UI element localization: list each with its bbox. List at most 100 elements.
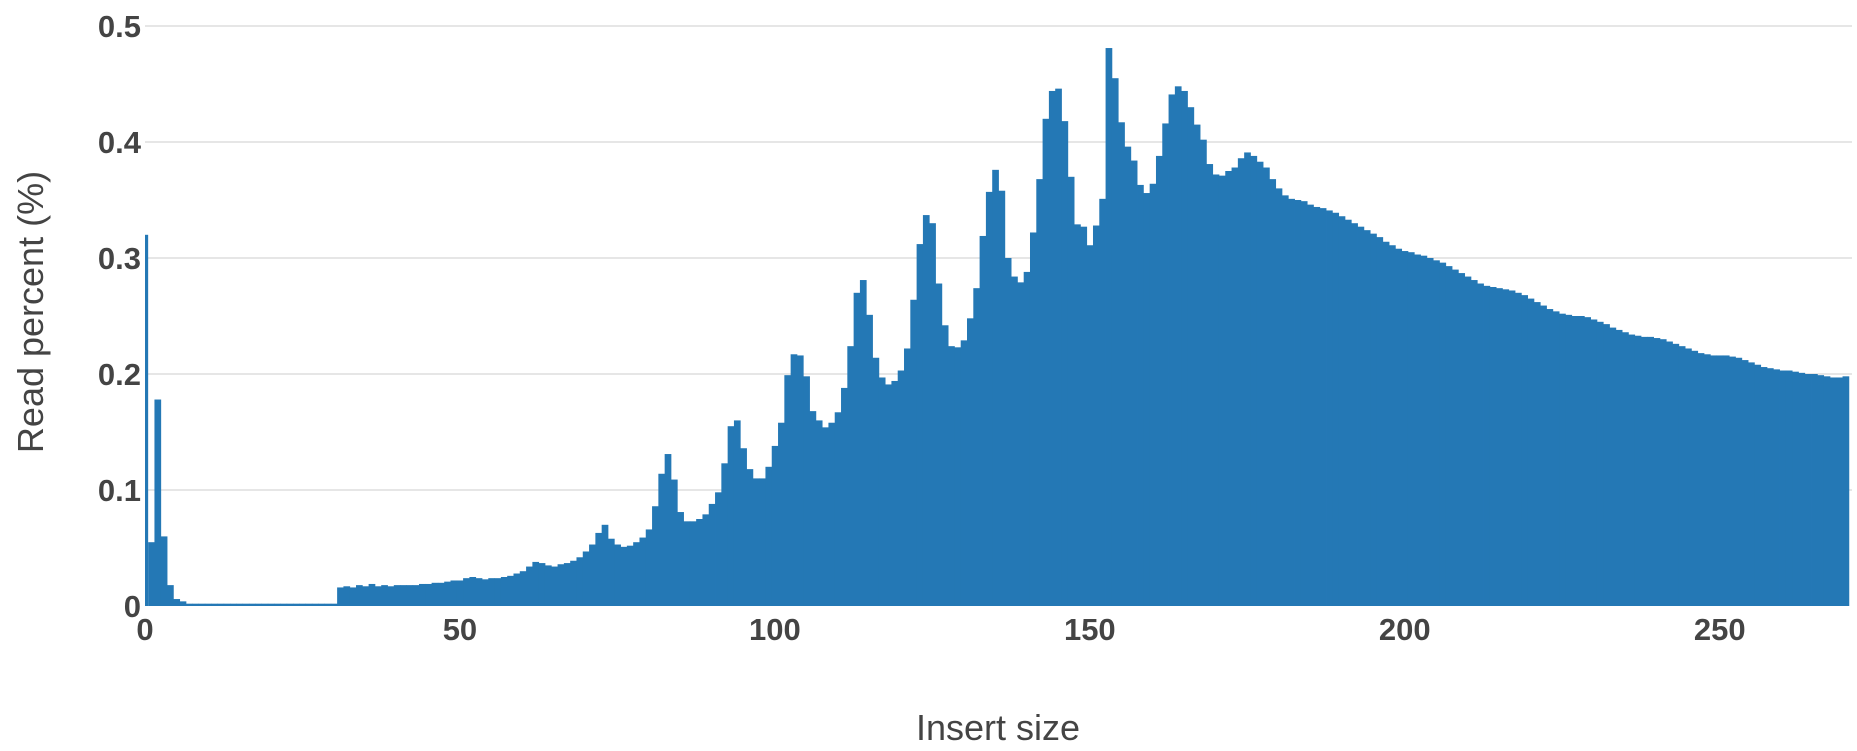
bar (815, 420, 823, 606)
bar (1823, 376, 1831, 606)
bar (639, 537, 647, 606)
bar (828, 422, 836, 606)
y-tick-label: 0 (124, 589, 141, 624)
bar (973, 288, 981, 606)
bar (217, 603, 225, 606)
bar (740, 448, 747, 606)
bar (1237, 158, 1245, 607)
bar (1275, 188, 1283, 606)
bar (425, 583, 432, 606)
y-tick-label: 0.2 (98, 357, 141, 392)
bar (1703, 354, 1711, 606)
bar (1023, 271, 1031, 606)
bar (979, 235, 987, 606)
bar (689, 521, 697, 606)
bar (1256, 161, 1264, 606)
bar (1666, 341, 1673, 606)
bar (412, 585, 420, 606)
bar (859, 280, 867, 606)
bar (582, 551, 590, 606)
bar (368, 583, 376, 606)
bar (1414, 254, 1421, 606)
bar (1615, 329, 1623, 606)
bar (1439, 262, 1447, 606)
bar (1785, 370, 1793, 606)
bar (1653, 338, 1661, 606)
bar (311, 603, 319, 606)
bar (274, 603, 281, 606)
bar (1804, 374, 1812, 606)
bar (1407, 252, 1415, 606)
bar (1622, 332, 1629, 606)
bar (1533, 302, 1541, 606)
bar (198, 603, 206, 606)
bar (1281, 195, 1289, 607)
bar (185, 603, 193, 606)
bar (1634, 335, 1642, 606)
bar (985, 191, 993, 606)
bar (1540, 305, 1547, 606)
bar (1716, 355, 1724, 606)
bar (664, 454, 672, 606)
bar (1571, 316, 1579, 606)
bar (803, 376, 810, 606)
bar (507, 575, 514, 606)
bar (771, 445, 779, 606)
bar (1017, 282, 1025, 606)
bar (374, 586, 382, 606)
bar (1067, 176, 1075, 607)
bar (1527, 298, 1535, 606)
bar (1338, 216, 1346, 607)
bar (488, 578, 495, 606)
bar (1659, 339, 1667, 606)
bar (349, 587, 357, 606)
bar (658, 473, 666, 606)
bar (1269, 179, 1277, 606)
x-tick-label: 150 (1064, 612, 1116, 647)
bar (809, 411, 817, 606)
bar (299, 603, 307, 606)
bar (204, 603, 212, 606)
bar (677, 512, 684, 606)
bar (362, 586, 370, 606)
bar (1609, 327, 1617, 606)
bar (1710, 355, 1717, 606)
bar (305, 603, 313, 606)
bar (796, 355, 804, 606)
bar (1099, 198, 1106, 606)
bar (872, 357, 880, 606)
bar (1603, 324, 1610, 606)
bar (576, 557, 584, 606)
bar (1086, 245, 1094, 607)
bar (708, 503, 716, 606)
bar (1401, 251, 1409, 607)
bar (324, 603, 332, 606)
x-tick-label: 50 (443, 612, 477, 647)
bar (601, 524, 609, 606)
bar (904, 348, 911, 606)
bar (1332, 212, 1340, 606)
bar (1036, 179, 1043, 606)
bar (822, 427, 829, 606)
bar (1168, 94, 1176, 606)
bar (475, 578, 483, 606)
bar (765, 466, 773, 606)
bar (752, 478, 760, 606)
bar (1766, 368, 1774, 606)
bar (960, 340, 968, 606)
bar (1577, 316, 1585, 606)
x-tick-label: 100 (749, 612, 801, 647)
bar (1376, 237, 1384, 606)
bar (1842, 376, 1850, 606)
bar (595, 532, 603, 606)
bar (1691, 350, 1699, 606)
bar (1640, 336, 1648, 606)
bar (910, 299, 918, 606)
bar (393, 585, 401, 606)
bar (280, 603, 288, 606)
bar (261, 603, 269, 606)
bar (1508, 290, 1516, 606)
bar (1326, 210, 1333, 606)
bar (1426, 258, 1434, 606)
bar (236, 603, 244, 606)
